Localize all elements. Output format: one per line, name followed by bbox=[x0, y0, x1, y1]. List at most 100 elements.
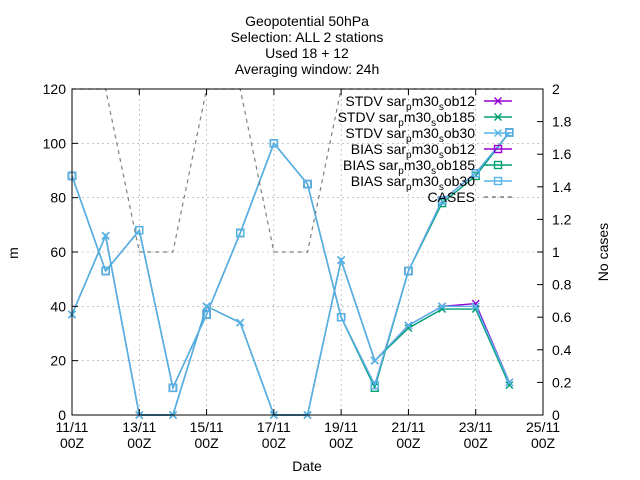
y-tick-label: 100 bbox=[43, 135, 67, 151]
legend-label: STDV sarpm30sob185 bbox=[338, 109, 476, 129]
y2-tick-label: 0.8 bbox=[552, 277, 572, 293]
y2-tick-label: 1.2 bbox=[552, 211, 572, 227]
data-point bbox=[404, 324, 413, 333]
x-tick-label: 00Z bbox=[329, 435, 354, 451]
y2-tick-label: 0.4 bbox=[552, 342, 572, 358]
x-tick-label: 00Z bbox=[262, 435, 287, 451]
y2-tick-label: 1.6 bbox=[552, 146, 572, 162]
legend-label: STDV sarpm30sob30 bbox=[345, 125, 475, 145]
y-tick-label: 120 bbox=[43, 81, 67, 97]
y2-tick-label: 0.6 bbox=[552, 309, 572, 325]
legend-label: BIAS sarpm30sob30 bbox=[351, 173, 475, 193]
data-point bbox=[236, 228, 245, 238]
legend-marker bbox=[494, 129, 502, 137]
x-tick-label: 13/11 bbox=[122, 419, 156, 435]
data-point bbox=[471, 169, 480, 178]
legend-entry: BIAS sarpm30sob185 bbox=[343, 157, 512, 177]
y-tick-label: 80 bbox=[50, 190, 66, 206]
legend-label: CASES bbox=[428, 189, 475, 205]
legend-entry: STDV sarpm30sob12 bbox=[345, 93, 512, 113]
y-axis-label: m bbox=[5, 247, 21, 259]
x-tick-label: 00Z bbox=[531, 435, 556, 451]
data-point bbox=[303, 179, 312, 189]
legend-label: BIAS sarpm30sob12 bbox=[351, 141, 475, 161]
data-point bbox=[236, 318, 245, 327]
marker-stroke bbox=[505, 381, 514, 390]
y-tick-label: 0 bbox=[58, 407, 66, 423]
legend-marker bbox=[494, 113, 502, 121]
legend-entry: BIAS sarpm30sob30 bbox=[351, 173, 512, 193]
data-point bbox=[505, 381, 514, 390]
data-point bbox=[471, 302, 480, 311]
marker-stroke bbox=[471, 305, 480, 314]
x-tick-label: 17/11 bbox=[257, 419, 291, 435]
legend-entry: STDV sarpm30sob30 bbox=[345, 125, 512, 145]
marker-stroke bbox=[370, 356, 379, 365]
data-point bbox=[269, 139, 279, 148]
x-axis-label: Date bbox=[292, 458, 322, 474]
y-tick-label: 20 bbox=[50, 353, 66, 369]
data-point bbox=[437, 196, 447, 205]
x-tick-label: 21/11 bbox=[391, 419, 425, 435]
x-tick-label: 19/11 bbox=[324, 419, 358, 435]
marker-stroke bbox=[101, 231, 110, 240]
title-line: Averaging window: 24h bbox=[235, 61, 380, 77]
data-point bbox=[404, 321, 413, 330]
x-tick-label: 15/11 bbox=[190, 419, 224, 435]
data-point bbox=[101, 266, 110, 276]
y2-tick-label: 1.4 bbox=[552, 179, 572, 195]
marker-stroke bbox=[404, 324, 413, 333]
data-point bbox=[438, 302, 447, 311]
data-point bbox=[337, 256, 346, 265]
marker-stroke bbox=[236, 318, 245, 327]
marker-stroke bbox=[404, 321, 413, 330]
x-tick-label: 11/11 bbox=[56, 419, 89, 435]
x-tick-label: 23/11 bbox=[459, 419, 493, 435]
y-tick-label: 40 bbox=[50, 298, 66, 314]
marker-stroke bbox=[438, 302, 447, 311]
axes: 0 20 40 60 80 100 120 0 0.2 0.4 0.6 0.8 1 1.2 1.4 1.6 1.… bbox=[5, 81, 611, 474]
data-point bbox=[505, 378, 514, 387]
marker-stroke bbox=[337, 256, 346, 265]
legend-entry: CASES bbox=[428, 189, 512, 205]
marker-stroke bbox=[505, 378, 514, 387]
x-tick-label: 25/11 bbox=[526, 419, 560, 435]
marker-stroke bbox=[202, 302, 211, 311]
series-6 bbox=[72, 88, 510, 253]
legend-label: STDV sarpm30sob12 bbox=[345, 93, 475, 113]
data-point bbox=[135, 226, 144, 235]
series-line bbox=[71, 132, 510, 391]
data-point bbox=[404, 266, 413, 276]
legend-marker bbox=[493, 144, 503, 154]
data-point bbox=[370, 356, 379, 365]
legend-label: BIAS sarpm30sob185 bbox=[343, 157, 475, 177]
x-tick-label: 00Z bbox=[396, 435, 421, 451]
series-line bbox=[71, 233, 511, 416]
y2-tick-label: 0.2 bbox=[552, 374, 572, 390]
data-point bbox=[336, 313, 346, 322]
series-line bbox=[71, 233, 511, 416]
x-tick-label: 00Z bbox=[195, 435, 220, 451]
y2-axis-label: No cases bbox=[595, 223, 611, 281]
y2-tick-label: 1 bbox=[552, 244, 560, 260]
y2-tick-label: 0 bbox=[552, 407, 560, 423]
y2-tick-label: 1.8 bbox=[552, 114, 572, 130]
data-point bbox=[101, 231, 110, 240]
y2-tick-label: 2 bbox=[552, 81, 560, 97]
series-line bbox=[71, 233, 511, 416]
series-2 bbox=[68, 231, 514, 419]
legend-entry: BIAS sarpm30sob12 bbox=[351, 141, 512, 161]
x-tick-label: 00Z bbox=[60, 435, 85, 451]
x-tick-label: 00Z bbox=[127, 435, 152, 451]
series-line bbox=[72, 88, 510, 253]
title-line: Selection: ALL 2 stations bbox=[231, 29, 384, 45]
y-tick-label: 60 bbox=[50, 244, 66, 260]
title-line: Used 18 + 12 bbox=[265, 45, 349, 61]
legend-marker bbox=[493, 176, 503, 186]
title-line: Geopotential 50hPa bbox=[245, 13, 369, 29]
x-tick-label: 00Z bbox=[464, 435, 489, 451]
legend-entry: STDV sarpm30sob185 bbox=[338, 109, 512, 129]
